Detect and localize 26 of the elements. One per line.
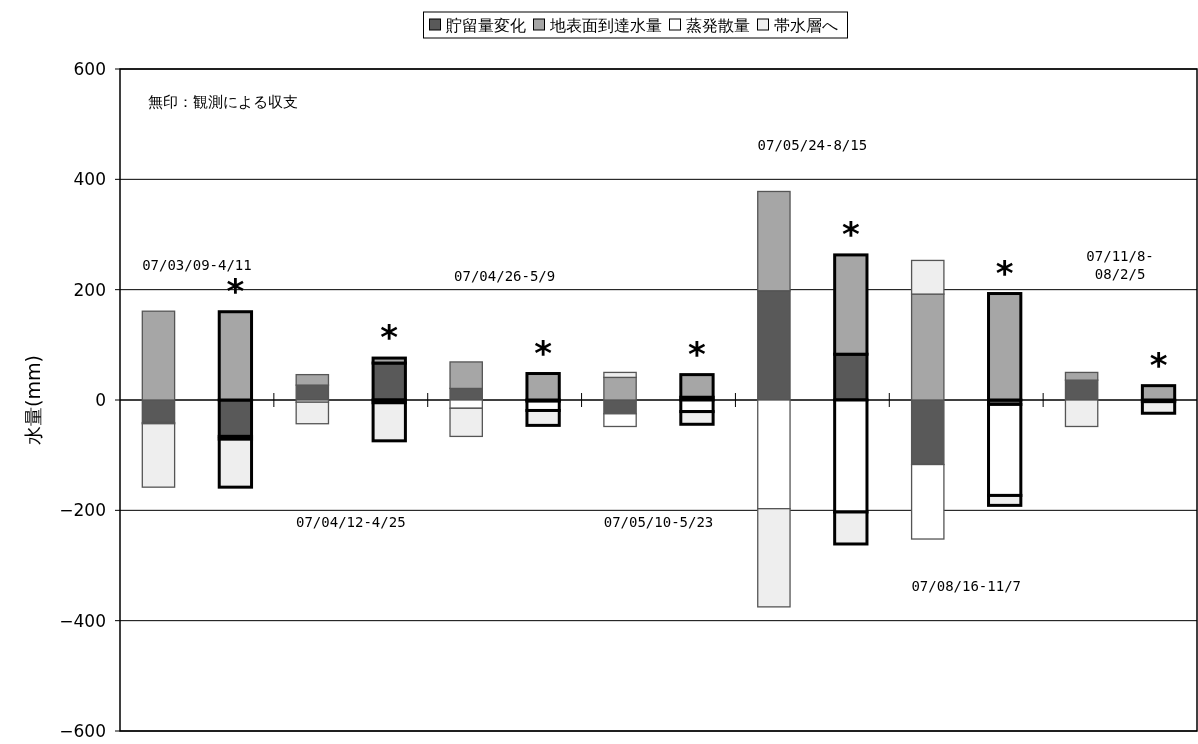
annotation: * [995, 252, 1014, 293]
legend-label: 蒸発散量 [685, 16, 750, 35]
annotation: 07/04/26-5/9 [454, 268, 556, 285]
y-tick-label: −400 [59, 610, 106, 631]
y-axis-title: 水量(mm) [22, 355, 44, 445]
annotation: 07/05/24-8/15 [757, 137, 868, 154]
annotation: * [534, 332, 553, 373]
y-tick-label: 200 [73, 279, 106, 300]
annotation: 07/03/09-4/11 [142, 256, 252, 273]
annotation: 07/05/10-5/23 [603, 513, 714, 530]
annotation: 07/11/8- 08/2/5 [1086, 248, 1154, 282]
annotation: * [841, 213, 860, 254]
legend-label: 貯留量変化 [445, 16, 526, 35]
annotation: 無印：観測による収支 [148, 93, 298, 111]
annotation: 07/08/16-11/7 [911, 578, 1021, 595]
y-tick-label: 600 [73, 59, 106, 79]
annotation: * [380, 317, 399, 358]
legend-label: 帯水層へ [773, 16, 838, 35]
y-tick-label: 400 [73, 169, 106, 190]
y-tick-label: −600 [59, 721, 106, 741]
y-tick-label: 0 [95, 390, 106, 410]
annotation: 07/04/12-4/25 [296, 513, 406, 530]
annotation: * [1149, 344, 1168, 385]
annotation: * [688, 333, 707, 374]
y-tick-label: −200 [59, 500, 106, 521]
legend-label: 地表面到達水量 [548, 16, 662, 35]
